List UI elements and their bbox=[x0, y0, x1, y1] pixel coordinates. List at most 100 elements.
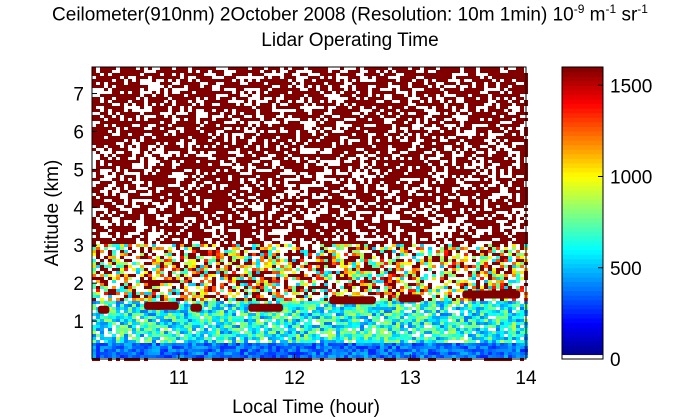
heatmap-cell bbox=[316, 127, 320, 130]
heatmap-cell bbox=[272, 175, 276, 178]
heatmap-cell bbox=[248, 70, 252, 73]
heatmap-cell bbox=[156, 145, 160, 148]
heatmap-cell bbox=[256, 124, 260, 127]
heatmap-cell bbox=[200, 136, 204, 139]
heatmap-cell bbox=[476, 112, 480, 115]
heatmap-cell bbox=[492, 115, 496, 118]
heatmap-cell bbox=[388, 166, 392, 169]
heatmap-cell bbox=[112, 178, 116, 181]
heatmap-cell bbox=[380, 178, 384, 181]
heatmap-cell bbox=[316, 79, 320, 82]
heatmap-cell bbox=[212, 124, 216, 127]
heatmap-cell bbox=[396, 139, 400, 142]
heatmap-cell bbox=[424, 166, 428, 169]
heatmap-cell bbox=[500, 100, 504, 103]
heatmap-cell bbox=[372, 151, 376, 154]
heatmap-cell bbox=[440, 121, 444, 124]
heatmap-cell bbox=[456, 115, 460, 118]
heatmap-cell bbox=[376, 148, 380, 151]
heatmap-cell bbox=[456, 160, 460, 163]
heatmap-cell bbox=[520, 190, 524, 193]
heatmap-cell bbox=[104, 190, 108, 193]
heatmap-cell bbox=[356, 97, 360, 100]
heatmap-cell bbox=[280, 166, 284, 169]
heatmap-cell bbox=[520, 112, 524, 115]
heatmap-cell bbox=[292, 193, 296, 196]
heatmap-cell bbox=[452, 181, 456, 184]
heatmap-cell bbox=[356, 118, 360, 121]
heatmap-cell bbox=[400, 103, 404, 106]
heatmap-cell bbox=[196, 193, 200, 196]
heatmap-cell bbox=[400, 172, 404, 175]
heatmap-cell bbox=[160, 91, 164, 94]
heatmap-cell bbox=[444, 88, 448, 91]
heatmap-cell bbox=[516, 109, 520, 112]
heatmap-cell bbox=[172, 67, 176, 70]
heatmap-cell bbox=[312, 70, 316, 73]
heatmap-cell bbox=[476, 172, 480, 175]
heatmap-cell bbox=[280, 157, 284, 160]
heatmap-cell bbox=[108, 112, 112, 115]
heatmap-cell bbox=[224, 118, 228, 121]
heatmap-cell bbox=[408, 70, 412, 73]
heatmap-cell bbox=[476, 106, 480, 109]
heatmap-cell bbox=[216, 109, 220, 112]
heatmap-cell bbox=[404, 67, 408, 70]
heatmap-cell bbox=[124, 130, 128, 133]
heatmap-cell bbox=[220, 70, 224, 73]
heatmap-cell bbox=[108, 160, 112, 163]
heatmap-cell bbox=[196, 139, 200, 142]
heatmap-cell bbox=[512, 196, 516, 199]
heatmap-cell bbox=[240, 175, 244, 178]
heatmap-cell bbox=[392, 91, 396, 94]
heatmap-cell bbox=[440, 172, 444, 175]
heatmap-cell bbox=[268, 73, 272, 76]
heatmap-cell bbox=[380, 109, 384, 112]
heatmap-cell bbox=[480, 133, 484, 136]
heatmap-cell bbox=[312, 202, 316, 205]
heatmap-cell bbox=[312, 187, 316, 190]
heatmap-cell bbox=[136, 109, 140, 112]
heatmap-cell bbox=[164, 202, 168, 205]
heatmap-cell bbox=[392, 175, 396, 178]
heatmap-cell bbox=[216, 136, 220, 139]
heatmap-cell bbox=[516, 76, 520, 79]
heatmap-cell bbox=[140, 187, 144, 190]
heatmap-cell bbox=[284, 76, 288, 79]
heatmap-cell bbox=[448, 142, 452, 145]
heatmap-cell bbox=[228, 100, 232, 103]
heatmap-cell bbox=[148, 109, 152, 112]
heatmap-cell bbox=[260, 67, 264, 70]
heatmap-cell bbox=[428, 169, 432, 172]
heatmap-cell bbox=[388, 172, 392, 175]
heatmap-cell bbox=[128, 91, 132, 94]
heatmap-cell bbox=[412, 184, 416, 187]
heatmap-cell bbox=[132, 202, 136, 205]
heatmap-cell bbox=[96, 163, 100, 166]
heatmap-cell bbox=[388, 70, 392, 73]
heatmap-cell bbox=[468, 184, 472, 187]
heatmap-cell bbox=[504, 76, 508, 79]
heatmap-cell bbox=[380, 184, 384, 187]
heatmap-cell bbox=[380, 148, 384, 151]
heatmap-cell bbox=[520, 136, 524, 139]
heatmap-cell bbox=[476, 127, 480, 130]
heatmap-cell bbox=[116, 175, 120, 178]
heatmap-cell bbox=[152, 85, 156, 88]
heatmap-cell bbox=[376, 100, 380, 103]
heatmap-cell bbox=[384, 73, 388, 76]
heatmap-cell bbox=[228, 136, 232, 139]
heatmap-cell bbox=[372, 91, 376, 94]
heatmap-cell bbox=[416, 79, 420, 82]
heatmap-cell bbox=[280, 103, 284, 106]
heatmap-cell bbox=[492, 100, 496, 103]
heatmap-cell bbox=[440, 187, 444, 190]
heatmap-cell bbox=[212, 193, 216, 196]
heatmap-cell bbox=[436, 97, 440, 100]
heatmap-cell bbox=[316, 172, 320, 175]
heatmap-cell bbox=[152, 142, 156, 145]
heatmap-cell bbox=[192, 154, 196, 157]
heatmap-cell bbox=[132, 100, 136, 103]
heatmap-cell bbox=[508, 157, 512, 160]
heatmap-cell bbox=[464, 136, 468, 139]
